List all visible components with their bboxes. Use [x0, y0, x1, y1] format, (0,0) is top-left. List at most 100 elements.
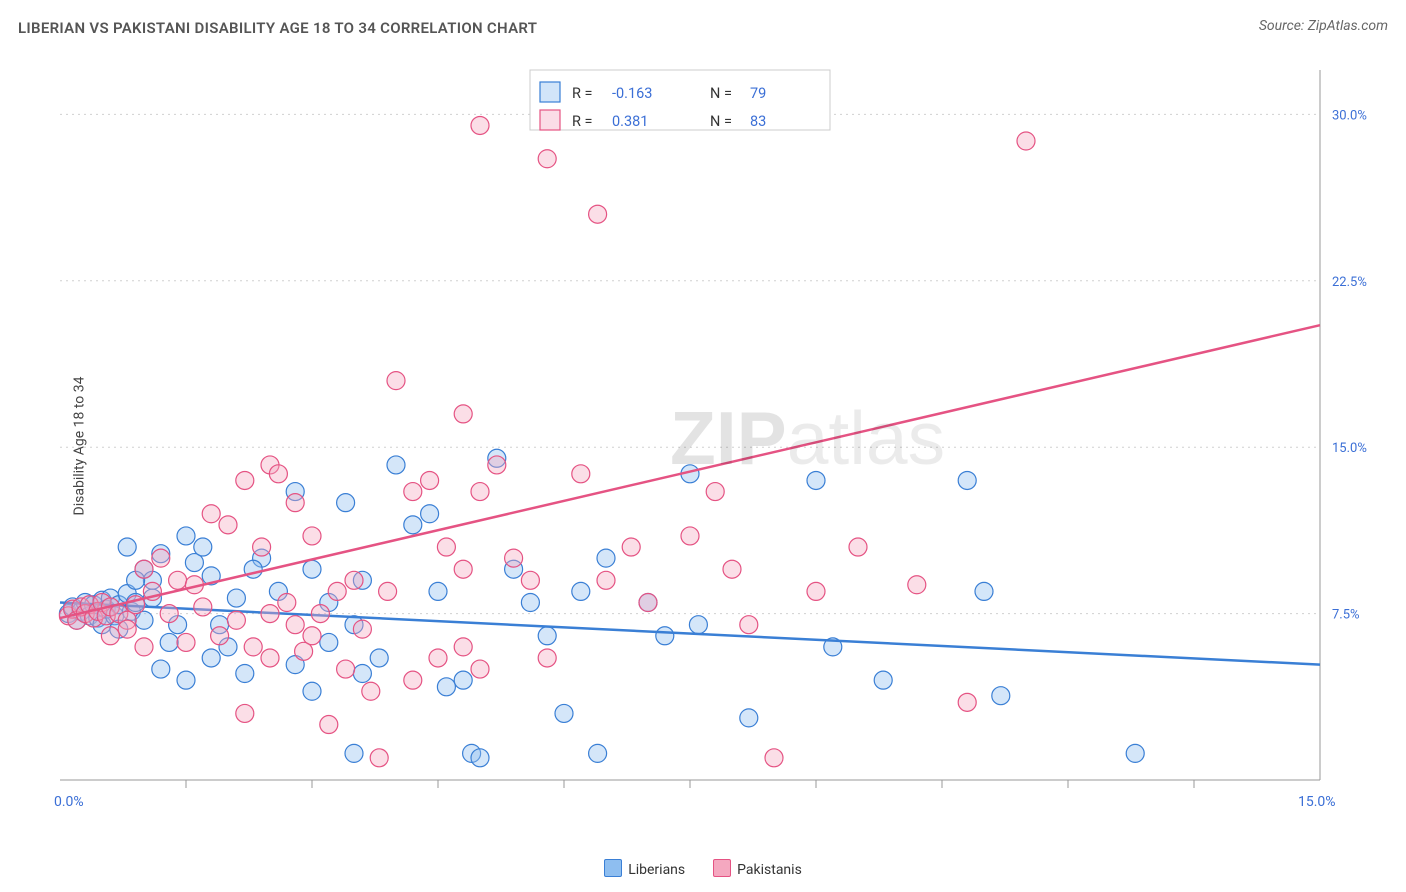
- data-point: [807, 471, 825, 489]
- data-point: [101, 627, 119, 645]
- legend-item: Liberians: [604, 859, 685, 878]
- data-point: [454, 560, 472, 578]
- legend-swatch: [540, 110, 560, 130]
- legend-label: Liberians: [628, 862, 685, 878]
- data-point: [278, 594, 296, 612]
- data-point: [429, 582, 447, 600]
- y-tick-label: 15.0%: [1332, 441, 1367, 456]
- data-point: [353, 665, 371, 683]
- data-point: [303, 527, 321, 545]
- data-point: [118, 538, 136, 556]
- legend-r-label: R =: [572, 113, 593, 130]
- data-point: [807, 582, 825, 600]
- legend-r-value: 0.381: [612, 113, 648, 130]
- data-point: [152, 549, 170, 567]
- data-point: [681, 527, 699, 545]
- data-point: [471, 749, 489, 767]
- data-point: [194, 598, 212, 616]
- x-axis-max-label: 15.0%: [1298, 794, 1336, 810]
- data-point: [253, 538, 271, 556]
- data-point: [471, 116, 489, 134]
- legend-n-label: N =: [710, 113, 732, 130]
- data-point: [538, 649, 556, 667]
- data-point: [387, 372, 405, 390]
- source-attribution: Source: ZipAtlas.com: [1259, 18, 1388, 34]
- data-point: [370, 649, 388, 667]
- data-point: [538, 150, 556, 168]
- data-point: [421, 505, 439, 523]
- data-point: [429, 649, 447, 667]
- data-point: [874, 671, 892, 689]
- series-legend: Liberians Pakistanis: [0, 859, 1406, 878]
- data-point: [320, 716, 338, 734]
- data-point: [572, 465, 590, 483]
- data-point: [261, 649, 279, 667]
- data-point: [437, 678, 455, 696]
- data-point: [337, 660, 355, 678]
- scatter-chart: 7.5%15.0%22.5%30.0%R =-0.163N =79R =0.38…: [50, 60, 1370, 820]
- legend-label: Pakistanis: [737, 862, 802, 878]
- data-point: [454, 638, 472, 656]
- data-point: [992, 687, 1010, 705]
- data-point: [236, 665, 254, 683]
- data-point: [765, 749, 783, 767]
- data-point: [320, 633, 338, 651]
- data-point: [160, 633, 178, 651]
- data-point: [236, 704, 254, 722]
- trend-line: [60, 325, 1320, 618]
- data-point: [589, 744, 607, 762]
- legend-swatch-icon: [713, 859, 731, 877]
- data-point: [521, 571, 539, 589]
- data-point: [160, 605, 178, 623]
- data-point: [849, 538, 867, 556]
- legend-n-label: N =: [710, 85, 732, 102]
- data-point: [177, 671, 195, 689]
- data-point: [311, 605, 329, 623]
- data-point: [597, 549, 615, 567]
- data-point: [471, 483, 489, 501]
- data-point: [958, 693, 976, 711]
- data-point: [723, 560, 741, 578]
- data-point: [555, 704, 573, 722]
- data-point: [421, 471, 439, 489]
- data-point: [404, 671, 422, 689]
- legend-n-value: 83: [750, 113, 766, 130]
- legend-swatch: [540, 82, 560, 102]
- data-point: [597, 571, 615, 589]
- data-point: [404, 516, 422, 534]
- data-point: [328, 582, 346, 600]
- legend-item: Pakistanis: [713, 859, 802, 878]
- data-point: [269, 465, 287, 483]
- data-point: [211, 627, 229, 645]
- data-point: [118, 620, 136, 638]
- data-point: [219, 516, 237, 534]
- data-point: [227, 611, 245, 629]
- data-point: [177, 633, 195, 651]
- data-point: [437, 538, 455, 556]
- data-point: [194, 538, 212, 556]
- data-point: [135, 560, 153, 578]
- data-point: [975, 582, 993, 600]
- legend-r-value: -0.163: [612, 85, 652, 102]
- data-point: [387, 456, 405, 474]
- data-point: [689, 616, 707, 634]
- data-point: [538, 627, 556, 645]
- data-point: [135, 638, 153, 656]
- data-point: [521, 594, 539, 612]
- y-tick-label: 22.5%: [1332, 275, 1367, 290]
- data-point: [505, 549, 523, 567]
- data-point: [572, 582, 590, 600]
- y-tick-label: 7.5%: [1332, 608, 1360, 623]
- data-point: [404, 483, 422, 501]
- data-point: [227, 589, 245, 607]
- data-point: [622, 538, 640, 556]
- data-point: [286, 494, 304, 512]
- data-point: [488, 456, 506, 474]
- data-point: [337, 494, 355, 512]
- data-point: [295, 642, 313, 660]
- y-tick-label: 30.0%: [1332, 108, 1367, 123]
- data-point: [345, 744, 363, 762]
- data-point: [152, 660, 170, 678]
- data-point: [379, 582, 397, 600]
- data-point: [261, 605, 279, 623]
